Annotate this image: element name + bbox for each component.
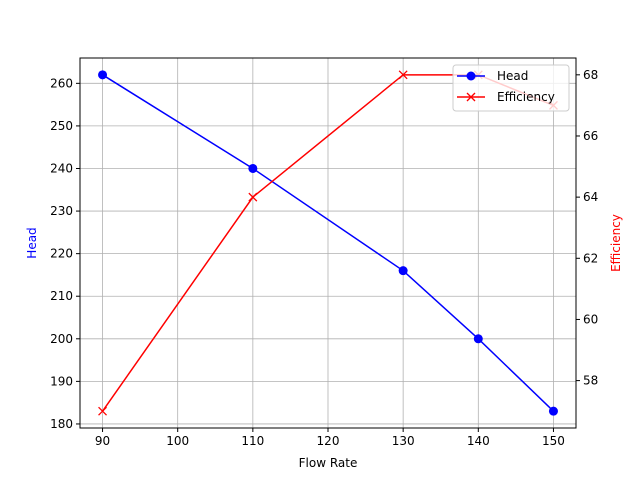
y2-tick-label: 60 bbox=[583, 312, 598, 326]
x-tick-label: 90 bbox=[95, 434, 110, 448]
y-axis-label: Head bbox=[25, 227, 39, 258]
legend-label: Efficiency bbox=[497, 90, 555, 104]
y-tick-label: 200 bbox=[50, 332, 73, 346]
y2-axis-label: Efficiency bbox=[609, 214, 623, 272]
y2-tick-label: 58 bbox=[583, 374, 598, 388]
y2-tick-label: 62 bbox=[583, 251, 598, 265]
y2-tick-label: 64 bbox=[583, 190, 598, 204]
x-tick-label: 100 bbox=[166, 434, 189, 448]
y-tick-label: 240 bbox=[50, 161, 73, 175]
y-tick-label: 210 bbox=[50, 289, 73, 303]
x-tick-label: 140 bbox=[467, 434, 490, 448]
y2-tick-label: 68 bbox=[583, 68, 598, 82]
y2-tick-label: 66 bbox=[583, 129, 598, 143]
y-tick-label: 250 bbox=[50, 119, 73, 133]
x-tick-label: 130 bbox=[392, 434, 415, 448]
y-tick-label: 230 bbox=[50, 204, 73, 218]
y-tick-label: 190 bbox=[50, 374, 73, 388]
x-axis-label: Flow Rate bbox=[299, 456, 358, 470]
x-tick-label: 120 bbox=[317, 434, 340, 448]
x-tick-label: 110 bbox=[241, 434, 264, 448]
legend-label: Head bbox=[497, 69, 528, 83]
x-tick-label: 150 bbox=[542, 434, 565, 448]
y-tick-label: 220 bbox=[50, 247, 73, 261]
y-tick-label: 260 bbox=[50, 76, 73, 90]
y-tick-label: 180 bbox=[50, 417, 73, 431]
